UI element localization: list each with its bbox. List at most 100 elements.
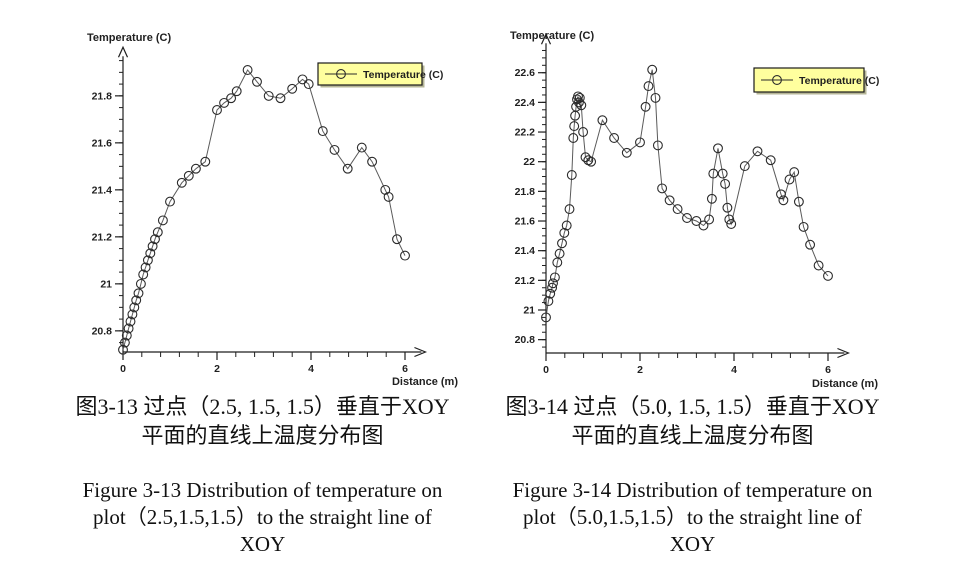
svg-text:21.2: 21.2 bbox=[92, 231, 113, 243]
data-point-marker bbox=[329, 144, 340, 155]
data-point-marker bbox=[275, 93, 286, 104]
data-point-marker bbox=[682, 213, 692, 223]
y-axis-labels: 20.8 21 21.2 21.4 21.6 21.8 22 22.2 22.4 22.6 bbox=[515, 67, 536, 346]
data-point-marker bbox=[691, 216, 702, 226]
caption-line: Figure 3-14 Distribution of temperature … bbox=[512, 478, 873, 502]
data-point-marker bbox=[127, 309, 138, 320]
caption-line: XOY bbox=[669, 532, 716, 556]
data-point-marker bbox=[621, 147, 632, 158]
data-point-marker bbox=[287, 83, 298, 94]
temperature-series bbox=[118, 65, 410, 355]
data-point-marker bbox=[566, 170, 577, 180]
y-axis-title: Temperature (C) bbox=[510, 30, 594, 42]
data-point-marker bbox=[698, 220, 709, 231]
data-point-marker bbox=[635, 137, 645, 148]
data-point-marker bbox=[752, 146, 763, 157]
data-point-marker bbox=[647, 64, 658, 75]
data-point-marker bbox=[263, 90, 274, 101]
data-point-marker bbox=[242, 65, 253, 75]
svg-text:20.8: 20.8 bbox=[92, 325, 113, 337]
data-point-marker bbox=[643, 81, 654, 92]
data-point-marker bbox=[543, 296, 554, 307]
svg-text:21.6: 21.6 bbox=[515, 216, 536, 228]
data-point-marker bbox=[183, 170, 194, 181]
data-point-marker bbox=[720, 178, 731, 189]
caption-line: Figure 3-13 Distribution of temperature … bbox=[82, 478, 443, 502]
legend: Temperature (C) bbox=[753, 67, 879, 95]
data-point-marker bbox=[303, 79, 314, 90]
figure-3-14-chart: 20.8 21 21.2 21.4 21.6 21.8 22 22.2 22.4 22.6 0 2 4 6… bbox=[496, 16, 928, 400]
data-point-marker bbox=[548, 278, 558, 289]
data-point-marker bbox=[813, 260, 824, 271]
svg-text:21: 21 bbox=[100, 278, 112, 290]
data-point-marker bbox=[554, 248, 565, 259]
data-point-marker bbox=[650, 92, 661, 103]
figure-3-13-chart-svg: 20.8 21 21.2 21.4 21.6 21.8 0 2 4 6 Temperature (C… bbox=[87, 32, 458, 388]
data-point-marker bbox=[549, 272, 560, 283]
svg-text:2: 2 bbox=[637, 364, 643, 376]
data-point-marker bbox=[131, 295, 142, 306]
svg-text:2: 2 bbox=[214, 363, 220, 375]
data-point-marker bbox=[118, 344, 128, 355]
data-point-marker bbox=[793, 196, 804, 207]
data-point-marker bbox=[135, 278, 146, 289]
data-point-marker bbox=[652, 140, 663, 151]
data-point-marker bbox=[583, 155, 594, 166]
data-point-marker bbox=[400, 250, 410, 261]
x-axis-ticks bbox=[545, 353, 829, 361]
svg-text:6: 6 bbox=[825, 364, 831, 376]
data-point-marker bbox=[573, 91, 583, 102]
svg-text:22.4: 22.4 bbox=[515, 97, 536, 109]
data-point-marker bbox=[129, 302, 140, 313]
data-point-marker bbox=[176, 177, 187, 188]
data-point-marker bbox=[568, 133, 579, 143]
data-point-marker bbox=[123, 323, 134, 334]
svg-text:20.8: 20.8 bbox=[515, 334, 536, 346]
x-axis-labels: 0 2 4 6 bbox=[120, 363, 408, 375]
x-axis-title: Distance (m) bbox=[812, 378, 878, 390]
caption-english-fig-3-14: Figure 3-14 Distribution of temperature … bbox=[470, 477, 915, 558]
data-point-marker bbox=[165, 196, 175, 207]
data-point-marker bbox=[138, 269, 149, 280]
data-point-marker bbox=[356, 142, 367, 153]
temperature-series bbox=[541, 64, 833, 323]
data-point-marker bbox=[541, 312, 551, 323]
data-point-marker bbox=[722, 202, 733, 213]
data-point-marker bbox=[569, 121, 580, 132]
data-point-marker bbox=[798, 221, 809, 232]
data-point-marker bbox=[140, 262, 151, 273]
data-point-marker bbox=[784, 174, 795, 185]
figure-3-14-chart-svg: 20.8 21 21.2 21.4 21.6 21.8 22 22.2 22.4 22.6 0 2 4 6… bbox=[510, 30, 879, 390]
data-point-marker bbox=[150, 234, 160, 245]
data-point-marker bbox=[564, 204, 575, 215]
x-axis-labels: 0 2 4 6 bbox=[543, 364, 831, 376]
legend-marker-icon bbox=[772, 75, 782, 85]
svg-text:21: 21 bbox=[523, 304, 535, 316]
data-point-marker bbox=[597, 115, 608, 126]
caption-line: 图3-14 过点（5.0, 1.5, 1.5）垂直于XOY bbox=[505, 394, 880, 419]
data-point-marker bbox=[778, 195, 789, 206]
data-point-marker bbox=[776, 189, 786, 200]
data-point-marker bbox=[545, 288, 556, 299]
data-point-marker bbox=[125, 316, 136, 327]
data-point-marker bbox=[724, 214, 735, 225]
svg-text:22.6: 22.6 bbox=[515, 67, 536, 79]
data-point-marker bbox=[152, 227, 163, 238]
data-point-marker bbox=[219, 97, 230, 108]
data-point-marker bbox=[231, 86, 242, 97]
data-point-marker bbox=[574, 92, 585, 103]
legend-label: Temperature (C) bbox=[799, 75, 879, 87]
data-point-marker bbox=[200, 156, 211, 167]
svg-text:21.4: 21.4 bbox=[515, 245, 536, 257]
data-point-marker bbox=[789, 167, 800, 178]
caption-line: plot（2.5,1.5,1.5）to the straight line of bbox=[93, 505, 432, 529]
svg-text:22: 22 bbox=[523, 156, 535, 168]
y-axis-ticks bbox=[115, 60, 123, 344]
data-point-marker bbox=[552, 257, 563, 268]
caption-line: plot（5.0,1.5,1.5）to the straight line of bbox=[523, 505, 862, 529]
data-point-marker bbox=[212, 105, 222, 115]
data-point-marker bbox=[557, 238, 567, 249]
svg-text:21.8: 21.8 bbox=[515, 186, 536, 198]
data-point-marker bbox=[559, 227, 570, 238]
